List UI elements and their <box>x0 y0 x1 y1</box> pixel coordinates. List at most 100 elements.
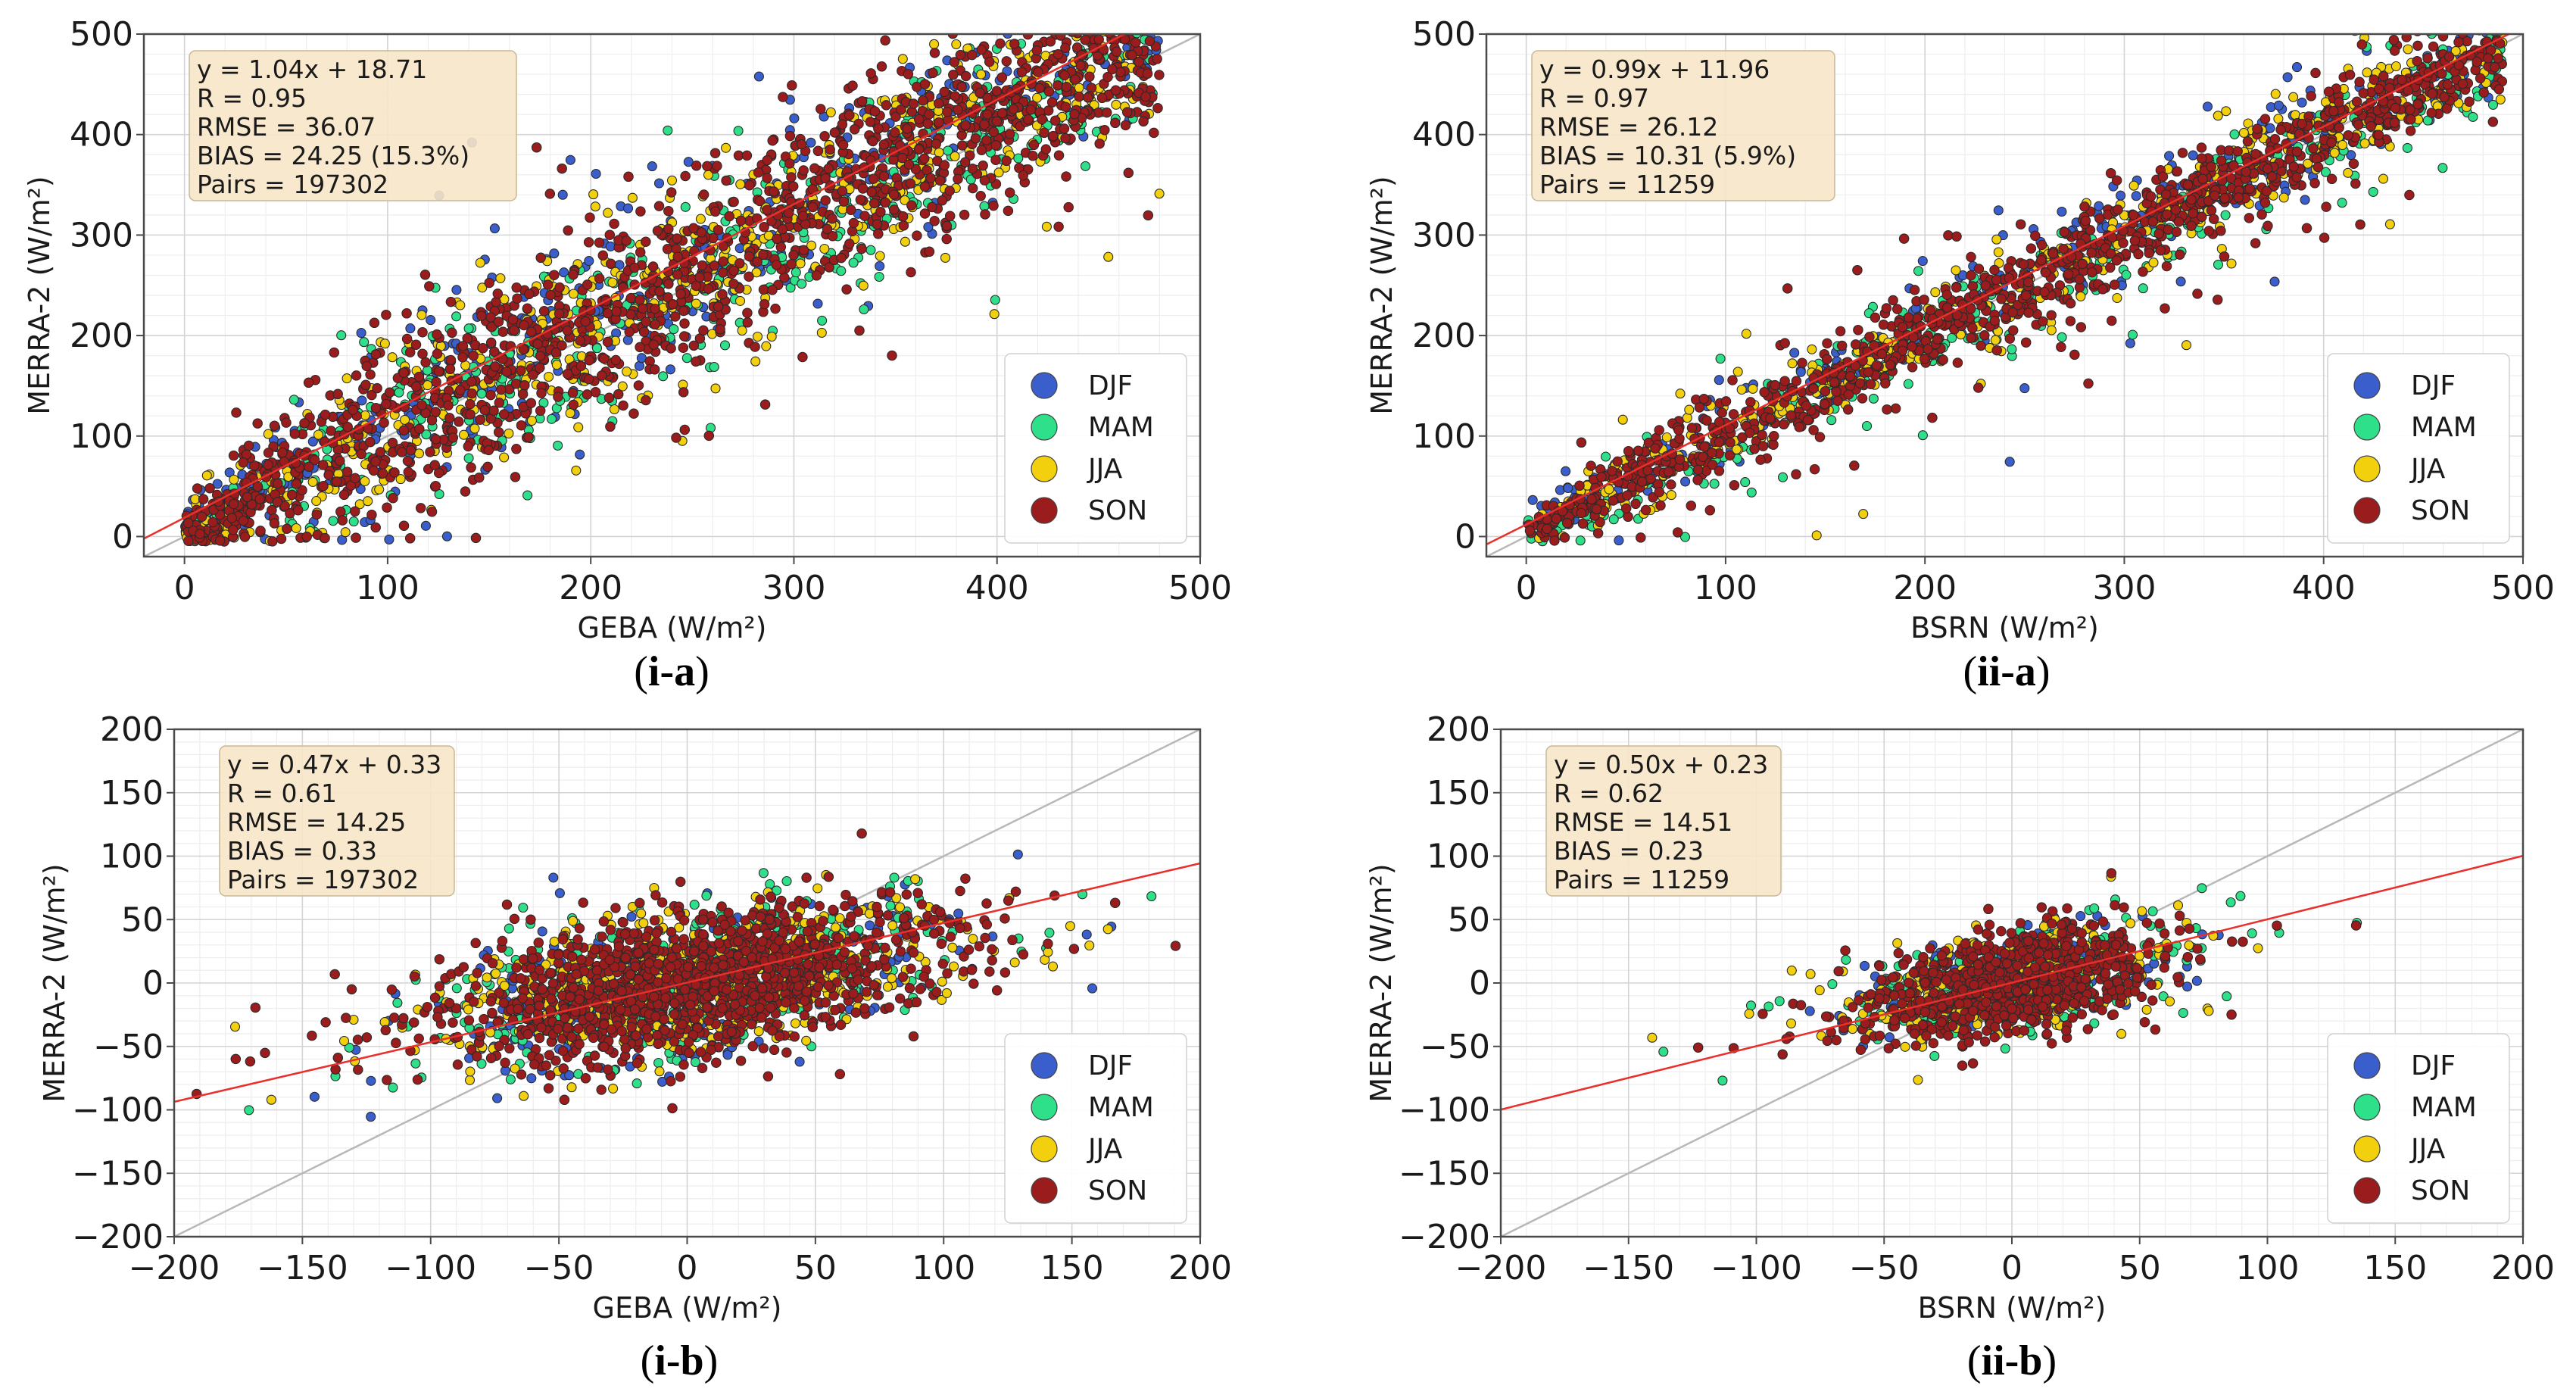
point-JJA <box>571 465 582 476</box>
point-SON <box>1108 19 1117 28</box>
point-SON <box>1034 83 1045 94</box>
point-SON <box>672 251 683 262</box>
point-SON <box>1148 20 1157 30</box>
point-SON <box>942 106 953 117</box>
point-SON <box>1049 21 1059 30</box>
point-SON <box>507 314 519 325</box>
point-JJA <box>2128 180 2139 191</box>
point-SON <box>694 272 705 282</box>
point-SON <box>1791 469 1801 480</box>
point-DJF <box>212 479 223 489</box>
point-MAM <box>1080 161 1091 171</box>
point-DJF <box>2282 72 2293 83</box>
point-SON <box>1140 91 1151 102</box>
stats-line: y = 1.04x + 18.71 <box>197 55 427 84</box>
point-SON <box>525 326 537 337</box>
point-SON <box>2086 248 2097 258</box>
point-SON <box>457 341 469 351</box>
point-SON <box>903 159 915 170</box>
point-SON <box>267 536 278 547</box>
y-tick-label: 300 <box>70 216 133 254</box>
point-SON <box>277 447 288 458</box>
point-SON <box>807 201 819 213</box>
point-SON <box>1134 17 1143 27</box>
point-JJA <box>2329 148 2340 158</box>
point-JJA <box>766 331 777 342</box>
point-SON <box>496 384 507 395</box>
point-SON <box>350 506 360 517</box>
point-SON <box>332 389 343 400</box>
point-JJA <box>1089 34 1093 35</box>
point-DJF <box>1068 16 1077 25</box>
point-JJA <box>940 252 951 263</box>
point-SON <box>847 80 858 91</box>
point-SON <box>895 105 906 115</box>
point-SON <box>1046 18 1055 27</box>
point-SON <box>524 289 535 300</box>
point-JJA <box>1036 0 1045 5</box>
point-DJF <box>875 261 885 271</box>
point-DJF <box>2004 457 2015 467</box>
point-SON <box>1898 233 1910 244</box>
point-SON <box>1102 71 1113 83</box>
point-JJA <box>622 367 632 377</box>
point-SON <box>252 481 264 492</box>
point-SON <box>2186 220 2197 231</box>
point-SON <box>465 409 476 420</box>
point-JJA <box>1088 5 1097 14</box>
point-SON <box>960 120 971 131</box>
point-SON <box>384 387 395 398</box>
point-SON <box>460 486 471 497</box>
point-SON <box>2065 316 2076 326</box>
point-SON <box>1654 425 1664 435</box>
point-SON <box>999 34 1002 35</box>
point-SON <box>1001 155 1012 167</box>
point-SON <box>759 298 770 310</box>
point-SON <box>510 379 522 389</box>
point-SON <box>856 243 867 254</box>
point-SON <box>448 432 459 443</box>
point-SON <box>829 127 840 138</box>
point-SON <box>663 223 674 235</box>
point-SON <box>323 470 334 480</box>
point-JJA <box>1604 484 1614 495</box>
point-MAM <box>288 395 299 405</box>
point-MAM <box>434 488 444 500</box>
point-SON <box>381 398 391 410</box>
point-SON <box>2206 161 2216 172</box>
point-SON <box>905 178 916 189</box>
point-SON <box>873 123 884 134</box>
point-SON <box>618 400 628 411</box>
point-SON <box>338 489 350 501</box>
point-DJF <box>1527 495 1538 505</box>
point-SON <box>672 233 682 244</box>
point-SON <box>432 348 443 359</box>
point-SON <box>650 303 660 314</box>
point-JJA <box>458 429 469 440</box>
point-SON <box>1672 527 1683 538</box>
point-SON <box>991 86 1003 97</box>
point-SON <box>532 339 543 349</box>
legend-marker-JJA <box>1031 455 1058 482</box>
point-MAM <box>2229 129 2240 139</box>
point-JJA <box>900 236 910 247</box>
point-SON <box>663 292 673 303</box>
point-DJF <box>2300 195 2310 205</box>
point-JJA <box>2487 24 2496 33</box>
x-tick-label: 100 <box>356 569 419 607</box>
point-JJA <box>2270 89 2281 99</box>
point-SON <box>1148 5 1157 14</box>
point-SON <box>767 285 778 295</box>
point-SON <box>557 163 567 174</box>
point-SON <box>518 344 529 355</box>
point-DJF <box>1153 5 1162 14</box>
point-SON <box>869 198 880 209</box>
point-SON <box>734 258 745 269</box>
point-SON <box>430 480 441 491</box>
point-JJA <box>750 356 761 367</box>
point-SON <box>1707 448 1717 458</box>
point-JJA <box>1951 265 1961 276</box>
point-SON <box>2036 239 2047 251</box>
point-MAM <box>1575 535 1586 546</box>
